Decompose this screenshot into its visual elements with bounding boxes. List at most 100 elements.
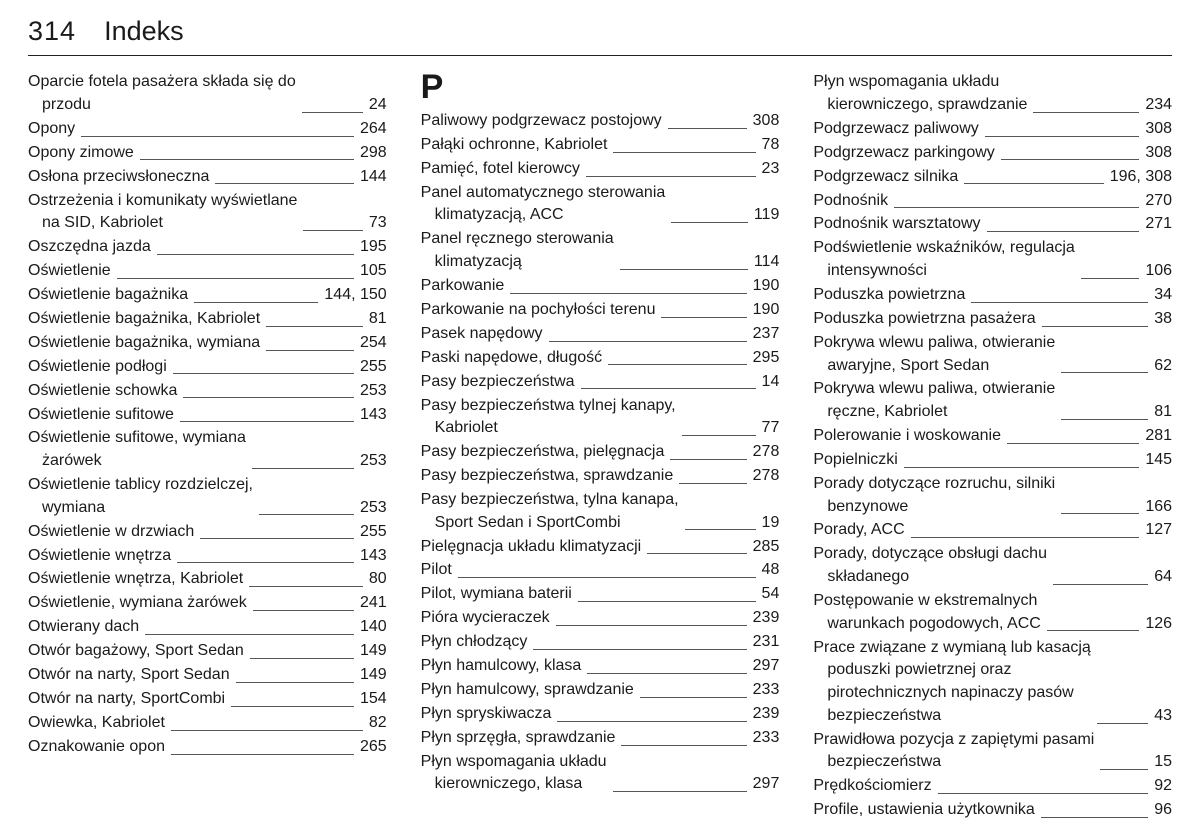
index-entry: Oświetlenie schowka253 — [28, 380, 387, 403]
leader-line — [200, 538, 354, 539]
index-entry-pages: 264 — [358, 118, 387, 141]
leader-line — [249, 586, 363, 587]
index-entry: Oznakowanie opon265 — [28, 736, 387, 759]
index-entry: Polerowanie i woskowanie281 — [813, 425, 1172, 448]
index-entry: Oświetlenie sufitowe143 — [28, 404, 387, 427]
index-columns: Oparcie fotela pasażera składa się doprz… — [28, 70, 1172, 823]
index-entry-pages: 15 — [1152, 751, 1172, 774]
page-header: 314 Indeks — [28, 16, 1172, 56]
index-entry: Podgrzewacz paliwowy308 — [813, 118, 1172, 141]
leader-line — [613, 152, 755, 153]
index-entry-label: Podświetlenie wskaźników, regulacjainten… — [813, 237, 1074, 282]
index-entry-label: Płyn sprzęgła, sprawdzanie — [421, 727, 616, 750]
index-entry-pages: 24 — [367, 94, 387, 117]
index-column-1: Oparcie fotela pasażera składa się doprz… — [28, 70, 387, 823]
index-entry: Pasy bezpieczeństwa, tylna kanapa,Sport … — [421, 489, 780, 534]
index-entry: Owiewka, Kabriolet82 — [28, 712, 387, 735]
index-entry-pages: 23 — [760, 158, 780, 181]
index-entry-pages: 77 — [760, 417, 780, 440]
index-entry: Oświetlenie105 — [28, 260, 387, 283]
index-entry: Podnośnik warsztatowy271 — [813, 213, 1172, 236]
index-entry-pages: 80 — [367, 568, 387, 591]
index-entry-pages: 298 — [358, 142, 387, 165]
index-entry-label: Ostrzeżenia i komunikaty wyświetlanena S… — [28, 190, 297, 235]
leader-line — [1001, 159, 1140, 160]
index-entry-label: Paski napędowe, długość — [421, 347, 602, 370]
leader-line — [1047, 630, 1140, 631]
index-entry-label: Pióra wycieraczek — [421, 607, 550, 630]
index-entry-pages: 143 — [358, 404, 387, 427]
index-entry-label: Podnośnik — [813, 190, 888, 213]
index-entry-pages: 270 — [1143, 190, 1172, 213]
leader-line — [1041, 817, 1148, 818]
index-entry: Oszczędna jazda195 — [28, 236, 387, 259]
index-entry-label: Popielniczki — [813, 449, 897, 472]
index-entry-label: Płyn hamulcowy, klasa — [421, 655, 582, 678]
index-entry-label: Pokrywa wlewu paliwa, otwieranieawaryjne… — [813, 332, 1055, 377]
index-entry-label: Panel automatycznego sterowaniaklimatyza… — [421, 182, 666, 227]
index-entry-pages: 127 — [1143, 519, 1172, 542]
index-entry-label: Oświetlenie sufitowe, wymianażarówek — [28, 427, 246, 472]
index-entry: Poduszka powietrzna 34 — [813, 284, 1172, 307]
leader-line — [458, 577, 756, 578]
index-entry-label: Poduszka powietrzna — [813, 284, 965, 307]
index-entry-pages: 255 — [358, 356, 387, 379]
leader-line — [171, 754, 354, 755]
index-entry-pages: 149 — [358, 640, 387, 663]
page-title: Indeks — [104, 16, 184, 47]
index-entry-label: Prędkościomierz — [813, 775, 931, 798]
index-entry-pages: 119 — [752, 204, 780, 227]
index-entry-pages: 144, 150 — [322, 284, 386, 307]
leader-line — [157, 254, 354, 255]
leader-line — [586, 176, 756, 177]
index-entry-label: Oszczędna jazda — [28, 236, 151, 259]
index-entry-label: Pasy bezpieczeństwa, pielęgnacja — [421, 441, 665, 464]
leader-line — [679, 483, 746, 484]
index-entry-pages: 78 — [760, 134, 780, 157]
leader-line — [1053, 584, 1148, 585]
index-entry-label: Porady, dotyczące obsługi dachuskładaneg… — [813, 543, 1047, 588]
index-entry-label: Parkowanie na pochyłości terenu — [421, 299, 656, 322]
index-entry: Oświetlenie bagażnika, wymiana254 — [28, 332, 387, 355]
index-entry: Pióra wycieraczek 239 — [421, 607, 780, 630]
leader-line — [578, 601, 756, 602]
index-entry: Płyn chłodzący231 — [421, 631, 780, 654]
index-entry: Oświetlenie bagażnika144, 150 — [28, 284, 387, 307]
index-entry-label: Otwierany dach — [28, 616, 139, 639]
index-entry-pages: 281 — [1143, 425, 1172, 448]
index-entry-pages: 239 — [751, 607, 780, 630]
index-entry-label: Pilot — [421, 559, 452, 582]
index-entry-pages: 62 — [1152, 355, 1172, 378]
index-entry-pages: 81 — [1152, 401, 1172, 424]
index-entry-label: Postępowanie w ekstremalnychwarunkach po… — [813, 590, 1040, 635]
index-entry: Oświetlenie wnętrza143 — [28, 545, 387, 568]
leader-line — [250, 658, 354, 659]
index-entry-pages: 265 — [358, 736, 387, 759]
leader-line — [613, 791, 747, 792]
index-entry-label: Opony — [28, 118, 75, 141]
index-entry: Pokrywa wlewu paliwa, otwieranieawaryjne… — [813, 332, 1172, 377]
index-entry: Otwór bagażowy, Sport Sedan149 — [28, 640, 387, 663]
index-entry: Pasy bezpieczeństwa14 — [421, 371, 780, 394]
leader-line — [1007, 443, 1139, 444]
leader-line — [253, 610, 354, 611]
index-entry-pages: 285 — [751, 536, 780, 559]
index-entry: Prędkościomierz92 — [813, 775, 1172, 798]
index-entry-pages: 81 — [367, 308, 387, 331]
index-entry: Profile, ustawienia użytkownika96 — [813, 799, 1172, 822]
leader-line — [556, 625, 747, 626]
leader-line — [647, 553, 746, 554]
leader-line — [302, 112, 363, 113]
index-entry-pages: 106 — [1143, 260, 1172, 283]
index-entry-label: Pokrywa wlewu paliwa, otwieranieręczne, … — [813, 378, 1055, 423]
index-entry-pages: 145 — [1143, 449, 1172, 472]
index-entry-pages: 190 — [751, 275, 780, 298]
index-entry-pages: 254 — [358, 332, 387, 355]
index-entry-label: Podnośnik warsztatowy — [813, 213, 980, 236]
index-entry-pages: 19 — [760, 512, 780, 535]
index-entry-pages: 34 — [1152, 284, 1172, 307]
index-entry: Oświetlenie w drzwiach255 — [28, 521, 387, 544]
leader-line — [266, 326, 363, 327]
leader-line — [236, 682, 354, 683]
index-entry-label: Pasy bezpieczeństwa tylnej kanapy,Kabrio… — [421, 395, 676, 440]
